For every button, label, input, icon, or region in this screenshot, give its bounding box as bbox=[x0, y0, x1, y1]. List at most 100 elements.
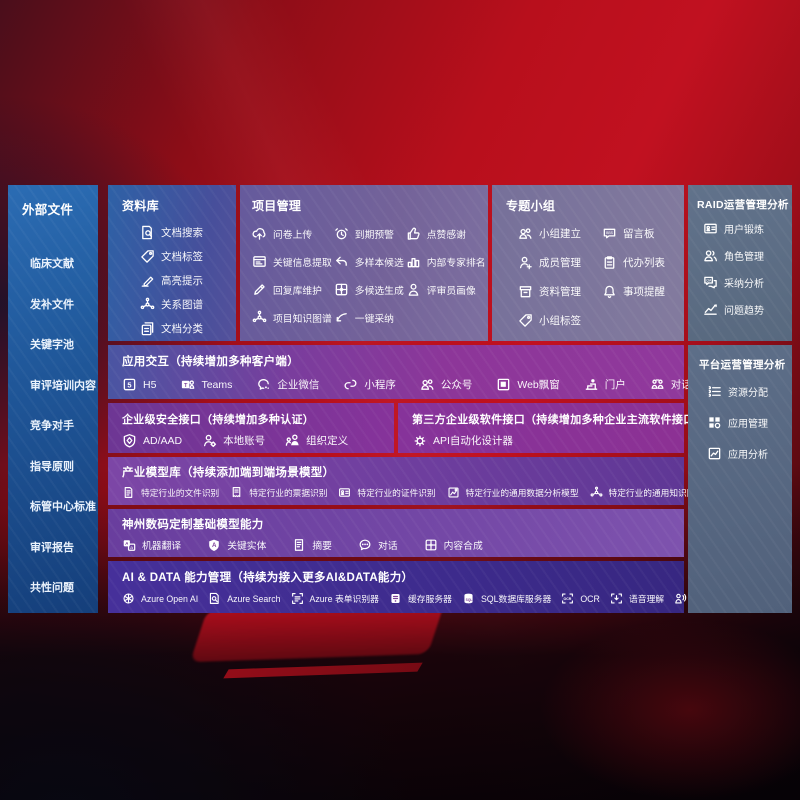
feature-adopt-arrow: 一键采纳 bbox=[334, 310, 404, 325]
feature-teams: T Teams bbox=[180, 377, 232, 392]
app-grid-icon bbox=[707, 415, 722, 430]
feature-id-recognize: 特定行业的证件识别 bbox=[338, 486, 436, 499]
feature-label: 事项提醒 bbox=[623, 286, 665, 298]
sidebar-item: 审评培训内容 bbox=[30, 377, 98, 393]
ad-shield-icon bbox=[122, 433, 137, 448]
tts-icon bbox=[674, 592, 687, 605]
panel-external-files: 外部文件 临床文献 发补文件 关键字池 审评培训内容 竞争对手 指导原则 标管中心标准 审评报… bbox=[8, 185, 98, 613]
feature-label: 文档标签 bbox=[161, 251, 203, 263]
diagram-layout: 外部文件 临床文献 发补文件 关键字池 审评培训内容 竞争对手 指导原则 标管中心标准 审评报… bbox=[8, 185, 792, 613]
id-recognize-icon bbox=[338, 486, 351, 499]
data-analysis-model-icon bbox=[447, 486, 460, 499]
alarm-icon bbox=[334, 226, 349, 241]
local-account-icon bbox=[202, 433, 217, 448]
platform-items: 资源分配 应用管理 应用分析 bbox=[699, 372, 792, 461]
feature-tag: 小组标签 bbox=[518, 313, 600, 328]
svg-text:BBS: BBS bbox=[606, 231, 613, 235]
feature-compose: 内容合成 bbox=[424, 538, 483, 552]
generate-grid-icon bbox=[334, 282, 349, 297]
wechat-work-icon bbox=[256, 377, 271, 392]
panel-datalib: 资料库 文档搜索 文档标签 高亮提示 关系图谱 文档分类 bbox=[108, 185, 236, 341]
feature-label: 回复库维护 bbox=[273, 285, 322, 297]
doc-copy-icon bbox=[140, 321, 155, 336]
feature-label: 缓存服务器 bbox=[407, 594, 452, 604]
org-define-icon bbox=[285, 433, 300, 448]
external-files-list: 临床文献 发补文件 关键字池 审评培训内容 竞争对手 指导原则 标管中心标准 审评报告 共性问题 bbox=[22, 218, 98, 595]
highlight-pen-icon bbox=[140, 273, 155, 288]
feature-label: 应用分析 bbox=[728, 450, 768, 461]
tag-icon bbox=[140, 249, 155, 264]
speech-understanding-icon bbox=[610, 592, 623, 605]
panel-title-security: 企业级安全接口（持续增加多种认证） bbox=[122, 414, 315, 426]
feature-label: 小组建立 bbox=[539, 228, 581, 240]
feature-label: 标管中心标准 bbox=[30, 501, 96, 513]
panel-groups: 专题小组 小组建立 BBS 留言板 成员管理 代办列表 资料管理 事项提醒 小组标签 bbox=[492, 185, 684, 341]
svg-text:A: A bbox=[125, 541, 129, 547]
svg-text:T: T bbox=[184, 383, 188, 389]
feature-label: 采纳分析 bbox=[724, 279, 764, 290]
panel-title-basemodels: 神州数码定制基础模型能力 bbox=[122, 519, 264, 531]
feature-label: Azure Search bbox=[227, 593, 281, 604]
feature-ranking: 内部专家排名 bbox=[406, 254, 486, 269]
feature-knowledge-graph: 特定行业的通用知识图谱模型 bbox=[590, 486, 721, 499]
sidebar-item: 审评报告 bbox=[30, 539, 98, 555]
feature-info-extract: 关键信息提取 bbox=[252, 254, 332, 269]
feature-label: 特定行业的通用数据分析模型 bbox=[465, 488, 579, 498]
project-items: 问卷上传 到期预警 点赞感谢 关键信息提取 多样本候选 内部专家排名 回复库维护 多候选生成 评… bbox=[252, 214, 486, 325]
bell-icon bbox=[602, 284, 617, 299]
panel-title-platform: 平台运营管理分析 bbox=[699, 359, 786, 371]
feature-highlight-pen: 高亮提示 bbox=[140, 273, 236, 288]
feature-label: 竞争对手 bbox=[30, 420, 74, 432]
feature-label: 门户 bbox=[604, 379, 626, 391]
feature-label: 关键字池 bbox=[30, 339, 74, 351]
feature-label: 关键实体 bbox=[227, 541, 267, 552]
tag-icon bbox=[518, 313, 533, 328]
feature-label: OCR bbox=[580, 593, 600, 604]
summary-icon bbox=[292, 538, 306, 552]
feature-label: 摘要 bbox=[312, 541, 332, 552]
feature-label: 关系图谱 bbox=[161, 299, 203, 311]
web-window-icon bbox=[496, 377, 511, 392]
feature-label: 企业微信 bbox=[277, 379, 320, 391]
bbs-icon: BBS bbox=[602, 226, 617, 241]
feature-entity-shield: A 关键实体 bbox=[207, 538, 266, 552]
svg-text:OCR: OCR bbox=[564, 597, 572, 601]
feature-label: 代办列表 bbox=[623, 257, 665, 269]
aidata-items: Azure Open AI Azure Search Azure 表单识别器 缓存服务… bbox=[122, 585, 710, 605]
feature-receipt-recognize: 特定行业的票据识别 bbox=[230, 486, 327, 499]
portal-icon bbox=[584, 377, 599, 392]
compose-icon bbox=[424, 538, 438, 552]
feature-label: 项目知识图谱 bbox=[273, 313, 332, 325]
feature-doc-search: 文档搜索 bbox=[140, 225, 236, 240]
miniprogram-icon bbox=[343, 377, 358, 392]
feature-label: 组织定义 bbox=[306, 435, 349, 447]
feature-web-window: Web飘窗 bbox=[496, 377, 560, 392]
thirdparty-items: API自动化设计器 bbox=[412, 427, 674, 448]
feature-label: 一键采纳 bbox=[354, 313, 394, 325]
feature-label: 成员管理 bbox=[539, 257, 581, 269]
panel-thirdparty: 第三方企业级软件接口（持续增加多种企业主流软件接口） API自动化设计器 bbox=[398, 403, 706, 453]
feature-local-account: 本地账号 bbox=[202, 433, 265, 448]
entity-shield-icon: A bbox=[207, 538, 221, 552]
panel-title-interaction: 应用交互（持续增加多种客户端） bbox=[122, 356, 299, 368]
feature-label: 资料管理 bbox=[539, 286, 581, 298]
panel-title-raid: RAID运营管理分析 bbox=[697, 199, 789, 211]
roles-icon bbox=[703, 248, 718, 263]
feature-team: 小组建立 bbox=[518, 226, 600, 241]
security-items: AD/AAD 本地账号 组织定义 bbox=[122, 427, 384, 448]
feature-knowledge-graph: 关系图谱 bbox=[140, 297, 236, 312]
feature-data-analysis-model: 特定行业的通用数据分析模型 bbox=[447, 486, 579, 499]
feature-label: 内部专家排名 bbox=[426, 257, 486, 269]
person-icon bbox=[406, 282, 421, 297]
feature-label: 资源分配 bbox=[728, 388, 768, 399]
openai-icon bbox=[122, 592, 135, 605]
feature-label: 机器翻译 bbox=[142, 541, 182, 552]
panel-aidata: AI & DATA 能力管理（持续为接入更多AI&DATA能力） Azure O… bbox=[108, 561, 710, 613]
right-column: RAID运营管理分析 用户锻炼 角色管理 QA 采纳分析 问题趋势 平台运营管理分析 资… bbox=[688, 185, 792, 613]
feature-label: 对话 bbox=[670, 379, 692, 391]
feature-generate-grid: 多候选生成 bbox=[334, 282, 404, 297]
panel-title-models: 产业模型库（持续添加端到端场景模型） bbox=[122, 467, 335, 479]
feature-label: 审评培训内容 bbox=[30, 379, 96, 392]
feature-label: 文档搜索 bbox=[161, 227, 203, 239]
